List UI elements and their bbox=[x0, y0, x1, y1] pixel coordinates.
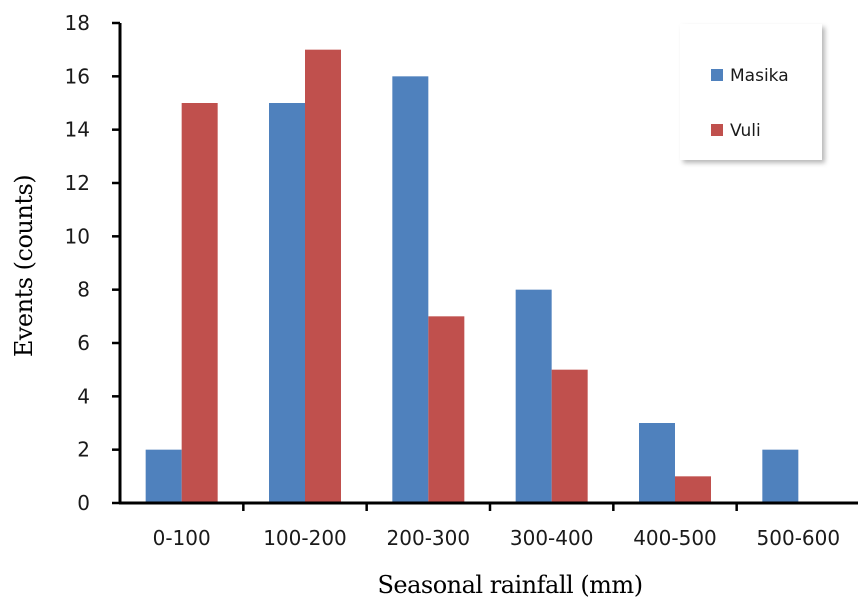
bar-vuli-200-300 bbox=[428, 316, 465, 503]
legend-swatch-vuli bbox=[711, 124, 723, 136]
bar-masika-400-500 bbox=[639, 423, 675, 503]
y-tick-label-18: 18 bbox=[65, 11, 90, 35]
y-tick-label-14: 14 bbox=[65, 118, 90, 142]
x-tick-label-200-300: 200-300 bbox=[387, 526, 471, 550]
y-tick-label-6: 6 bbox=[77, 331, 90, 355]
legend-label-masika: Masika bbox=[730, 66, 789, 86]
labels-layer: Seasonal rainfall (mm) Events (counts) bbox=[10, 175, 643, 599]
bar-masika-300-400 bbox=[515, 289, 552, 503]
y-axis-title: Events (counts) bbox=[10, 175, 38, 357]
legend-box bbox=[680, 24, 822, 160]
y-tick-label-16: 16 bbox=[65, 64, 90, 88]
y-tick-label-2: 2 bbox=[77, 438, 90, 462]
y-tick-label-10: 10 bbox=[65, 224, 90, 248]
x-tick-label-500-600: 500-600 bbox=[757, 526, 841, 550]
x-axis-title: Seasonal rainfall (mm) bbox=[377, 571, 642, 599]
y-tick-label-4: 4 bbox=[77, 384, 90, 408]
legend-swatch-masika bbox=[711, 69, 723, 81]
bar-masika-500-600 bbox=[762, 449, 799, 503]
y-tick-label-0: 0 bbox=[77, 491, 90, 515]
bar-vuli-300-400 bbox=[551, 369, 588, 503]
y-tick-label-12: 12 bbox=[65, 171, 90, 195]
axes-layer: 0 2 4 6 8 10 12 14 16 18 0-100 100-200 200-300 300-40… bbox=[65, 11, 858, 550]
bars-layer bbox=[145, 49, 799, 504]
legend-label-vuli: Vuli bbox=[730, 121, 761, 141]
x-tick-label-0-100: 0-100 bbox=[153, 526, 211, 550]
bar-vuli-400-500 bbox=[675, 476, 711, 503]
bar-masika-0-100 bbox=[145, 449, 182, 503]
bar-masika-100-200 bbox=[269, 103, 305, 503]
legend: Masika Vuli bbox=[680, 24, 822, 160]
bar-masika-200-300 bbox=[392, 76, 429, 503]
x-tick-label-100-200: 100-200 bbox=[263, 526, 347, 550]
y-tick-label-8: 8 bbox=[77, 278, 90, 302]
x-tick-label-300-400: 300-400 bbox=[510, 526, 594, 550]
bar-vuli-100-200 bbox=[305, 49, 341, 504]
x-tick-label-400-500: 400-500 bbox=[633, 526, 717, 550]
bar-vuli-0-100 bbox=[181, 103, 218, 503]
